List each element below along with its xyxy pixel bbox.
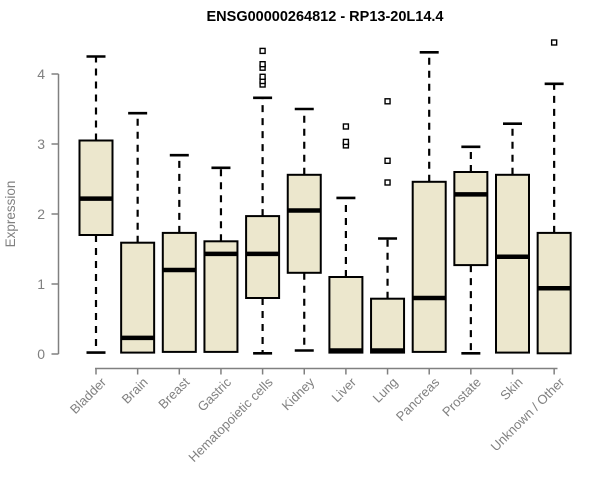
box-liver bbox=[328, 123, 364, 354]
iqr-box bbox=[328, 276, 364, 354]
box-prostate bbox=[453, 145, 489, 355]
x-tick-label: Brain bbox=[119, 375, 151, 407]
x-tick-label: Breast bbox=[155, 374, 192, 411]
y-tick-label: 0 bbox=[37, 346, 45, 362]
box-pancreas bbox=[411, 50, 447, 353]
box-unknown-other bbox=[536, 39, 572, 355]
x-tick-label: Lung bbox=[370, 375, 401, 406]
outlier-point bbox=[259, 73, 266, 81]
box-brain bbox=[120, 111, 156, 354]
iqr-box bbox=[161, 231, 197, 353]
box-gastric bbox=[203, 166, 239, 353]
x-tick-label: Kidney bbox=[279, 374, 318, 413]
box-skin bbox=[495, 122, 530, 354]
x-tick-label: Unknown / Other bbox=[488, 374, 568, 454]
x-tick-label: Pancreas bbox=[393, 374, 443, 424]
iqr-box bbox=[286, 173, 322, 274]
iqr-box bbox=[78, 139, 114, 236]
iqr-box bbox=[536, 231, 572, 355]
y-tick-label: 3 bbox=[37, 136, 45, 152]
x-tick-label: Skin bbox=[497, 375, 525, 403]
x-tick-label: Prostate bbox=[439, 375, 484, 420]
outlier-point bbox=[259, 61, 266, 68]
iqr-box bbox=[453, 171, 489, 267]
outlier-point bbox=[384, 98, 391, 105]
x-tick-label: Bladder bbox=[67, 374, 110, 417]
iqr-box bbox=[245, 215, 281, 300]
outlier-point bbox=[259, 47, 266, 55]
chart-title: ENSG00000264812 - RP13-20L14.4 bbox=[207, 9, 444, 25]
outlier-point bbox=[550, 39, 558, 46]
boxplot-series bbox=[78, 39, 572, 355]
box-bladder bbox=[78, 55, 114, 354]
y-axis-label: Expression bbox=[3, 181, 18, 248]
outlier-point bbox=[342, 138, 350, 146]
box-kidney bbox=[286, 107, 322, 352]
x-tick-label: Gastric bbox=[194, 374, 234, 414]
y-tick-label: 2 bbox=[37, 206, 45, 222]
iqr-box bbox=[411, 180, 447, 353]
outlier-point bbox=[384, 179, 391, 186]
box-hematopoietic-cells bbox=[245, 47, 281, 355]
x-tick-label: Liver bbox=[328, 374, 359, 405]
y-tick-label: 4 bbox=[37, 66, 45, 82]
y-tick-label: 1 bbox=[37, 276, 45, 292]
box-breast bbox=[161, 153, 197, 353]
y-axis: 0 1 2 3 4 bbox=[37, 66, 60, 362]
iqr-box bbox=[120, 241, 156, 354]
iqr-box bbox=[203, 240, 239, 353]
outlier-point bbox=[384, 157, 391, 165]
iqr-box bbox=[370, 297, 406, 354]
iqr-box bbox=[495, 173, 530, 354]
box-lung bbox=[370, 98, 406, 354]
outlier-point bbox=[342, 123, 350, 130]
